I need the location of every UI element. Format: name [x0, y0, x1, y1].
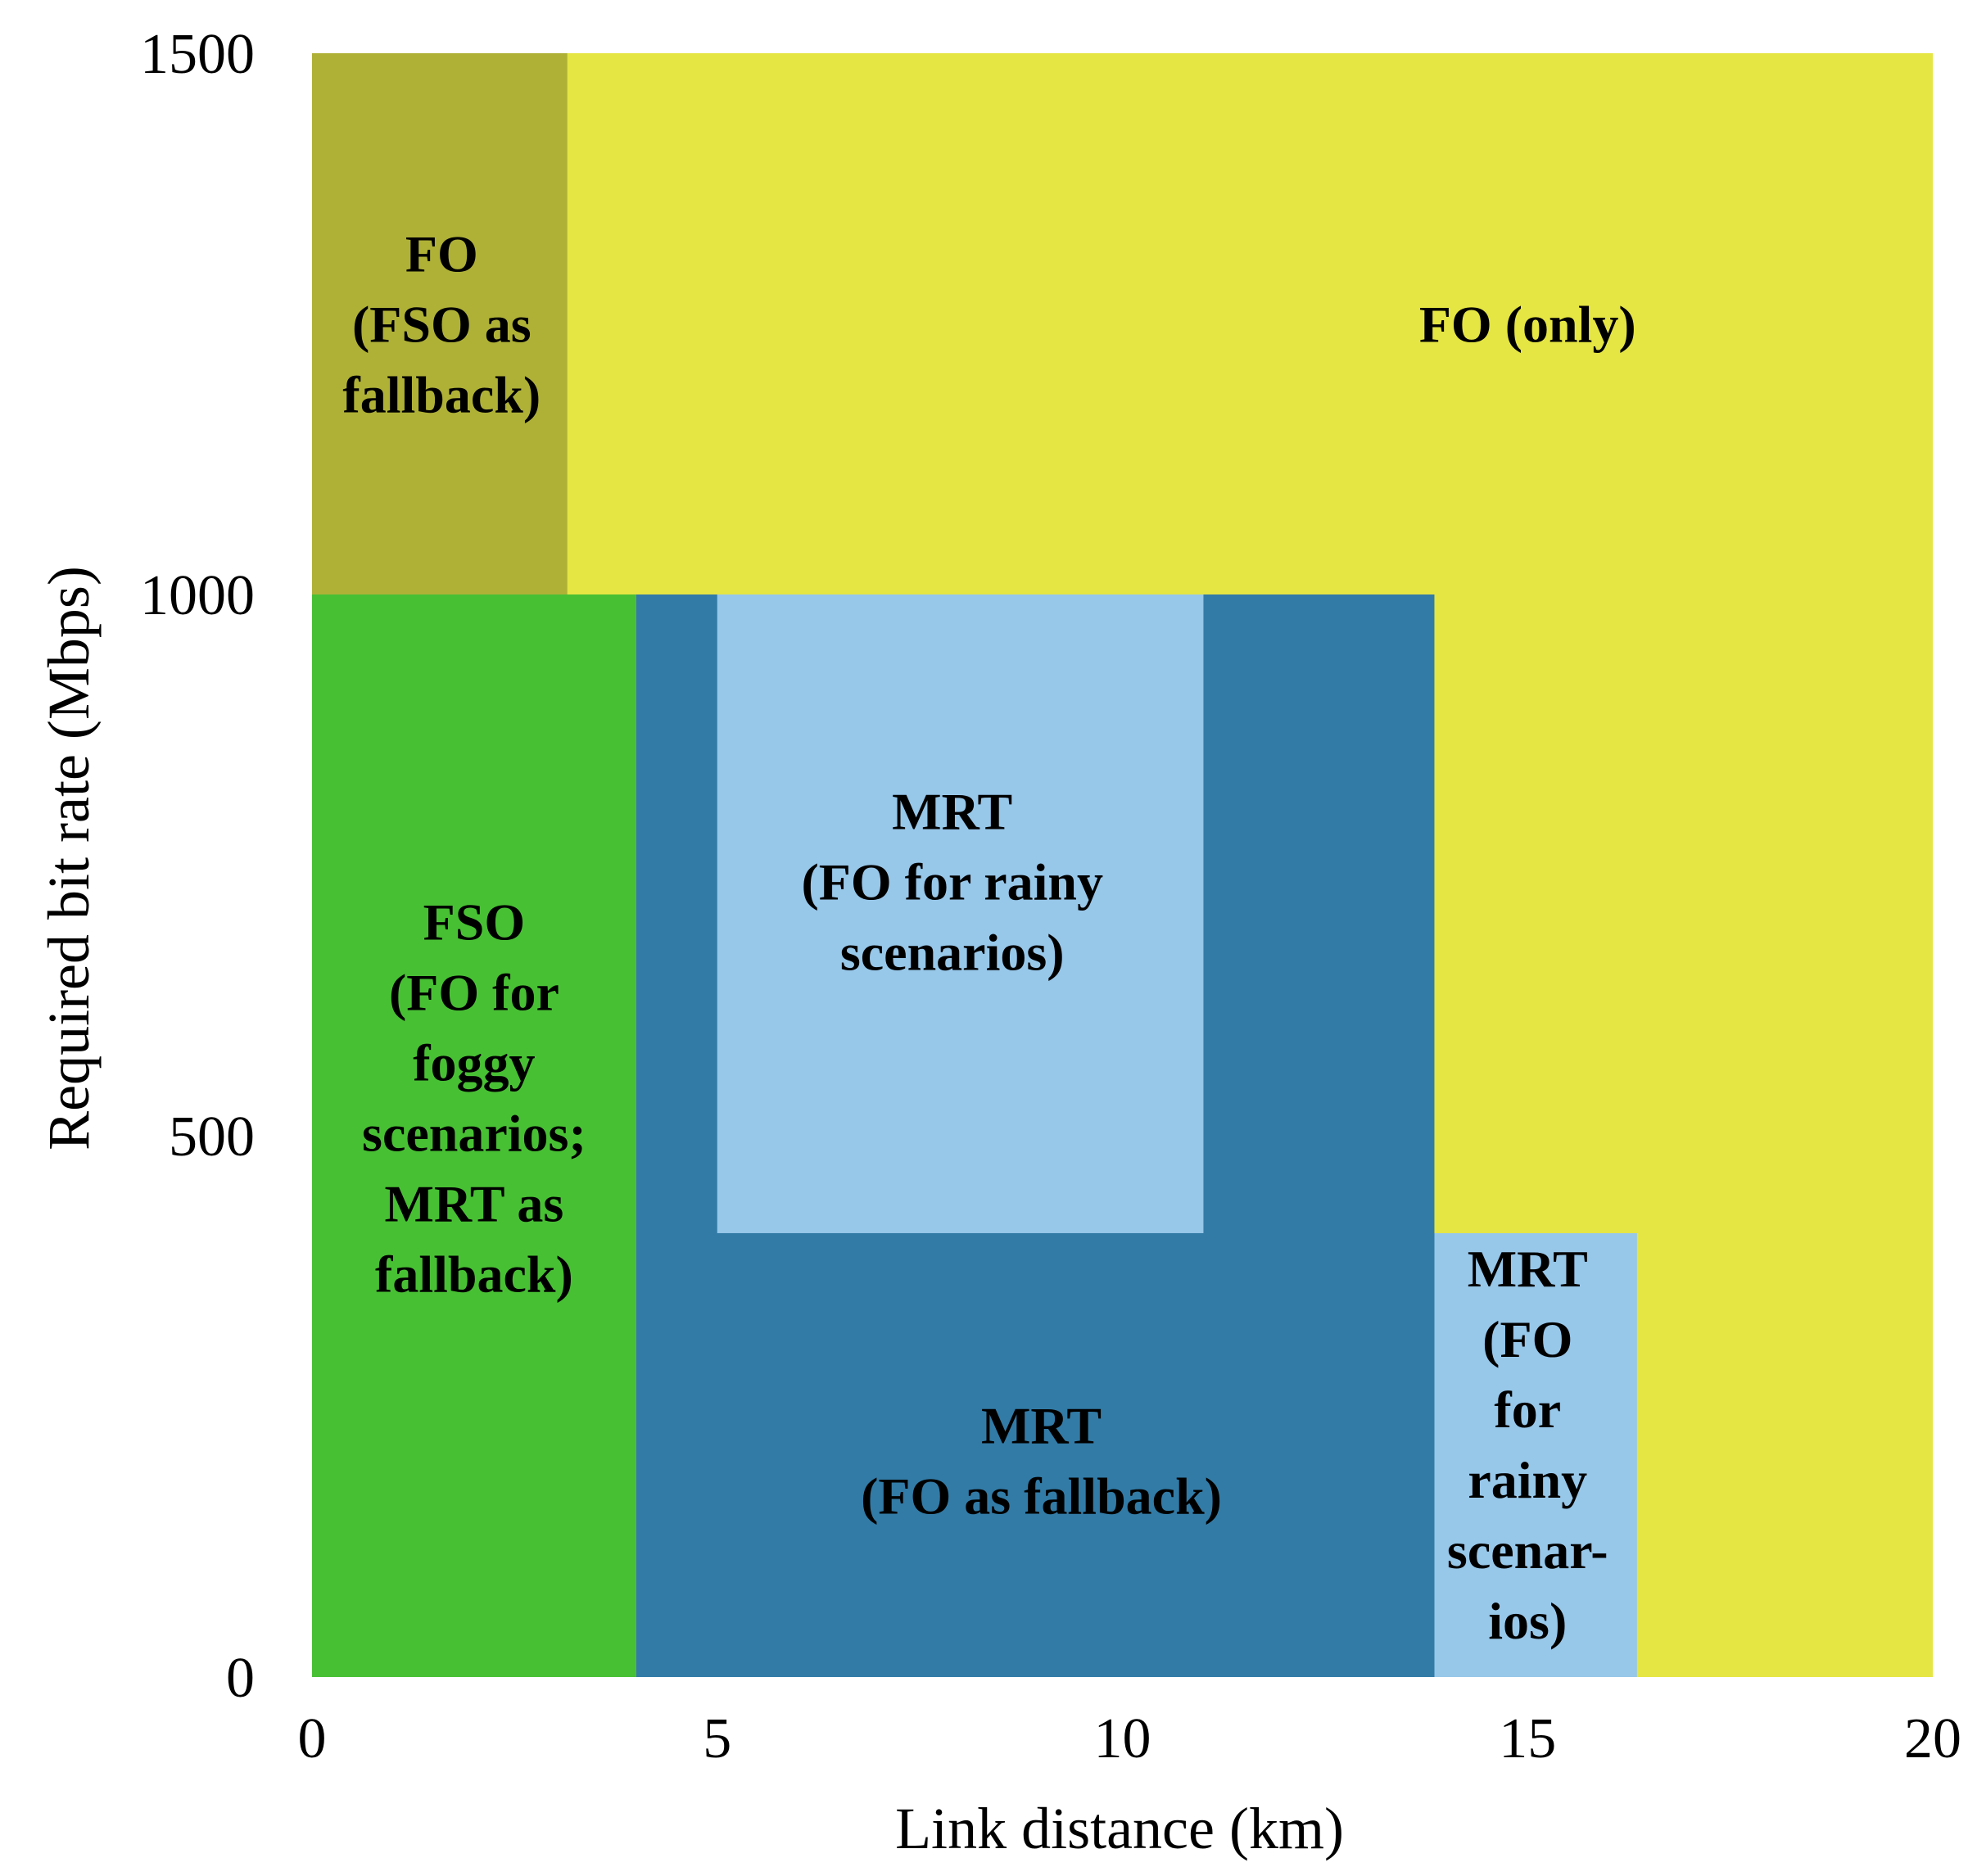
region-label-line: for	[1494, 1381, 1561, 1439]
y-tick-label: 1500	[140, 23, 255, 86]
region-label-line: (FO	[1482, 1310, 1572, 1368]
region-label-line: FSO	[423, 893, 525, 952]
x-axis-title: Link distance (km)	[895, 1796, 1344, 1861]
y-axis-title: Required bit rate (Mbps)	[36, 566, 102, 1150]
region-label-line: ios)	[1488, 1592, 1567, 1650]
region-label-line: (FO as fallback)	[861, 1467, 1222, 1526]
region-label-line: FO	[405, 225, 478, 283]
x-axis-ticks: 0 5 10 15 20	[298, 1707, 1962, 1770]
y-tick-label: 0	[226, 1647, 255, 1710]
y-tick-label: 1000	[140, 564, 255, 627]
region-label-line: MRT	[1468, 1240, 1588, 1298]
region-label-line: scenarios)	[840, 923, 1065, 981]
x-tick-label: 0	[298, 1707, 327, 1770]
region-label-line: scenar-	[1447, 1521, 1608, 1580]
region-label-line: rainy	[1468, 1451, 1587, 1509]
region-mrt-label-holder	[717, 1232, 1435, 1677]
x-tick-label: 20	[1904, 1707, 1961, 1770]
region-fo-fso-fallback	[312, 53, 568, 594]
region-label-line: (FSO as	[352, 296, 532, 354]
region-label-mrt-rainy-lower: MRT (FO for rainy scenar-ios)	[1447, 1240, 1608, 1650]
region-label-line: MRT as	[384, 1175, 563, 1233]
region-label-line: MRT	[981, 1397, 1102, 1455]
region-label-line: fallback)	[342, 366, 541, 424]
region-fso-region	[312, 594, 636, 1677]
region-label-line: FO (only)	[1419, 296, 1636, 354]
chart-regions	[312, 53, 1933, 1677]
region-label-line: (FO for	[389, 964, 559, 1022]
region-label-mrt-rainy-upper: MRT (FO for rainy scenarios)	[801, 782, 1103, 981]
region-label-line: fallback)	[375, 1245, 573, 1304]
region-label-line: MRT	[892, 782, 1012, 840]
region-label-fo-only: FO (only)	[1419, 296, 1636, 354]
region-label-mrt-label-holder: MRT (FO as fallback)	[861, 1397, 1222, 1526]
region-label-line: scenarios;	[362, 1105, 586, 1163]
y-tick-label: 500	[169, 1105, 255, 1169]
region-label-fo-fso-fallback: FO (FSO as fallback)	[342, 225, 541, 424]
x-tick-label: 5	[703, 1707, 731, 1770]
x-tick-label: 10	[1094, 1707, 1151, 1770]
region-labels: FO (only) FO (FSO as fallback) FSO (FO for fog…	[342, 225, 1635, 1650]
region-label-line: foggy	[413, 1034, 535, 1092]
region-label-line: (FO for rainy	[801, 852, 1103, 911]
region-mrt-rainy-lower	[1434, 1232, 1637, 1677]
x-tick-label: 15	[1499, 1707, 1556, 1770]
y-axis-ticks: 0 500 1000 1500	[140, 23, 255, 1710]
region-mrt-rainy-upper	[717, 594, 1204, 1233]
region-label-fso-region: FSO (FO for foggy scenarios; MRT as fallback)	[362, 893, 586, 1304]
